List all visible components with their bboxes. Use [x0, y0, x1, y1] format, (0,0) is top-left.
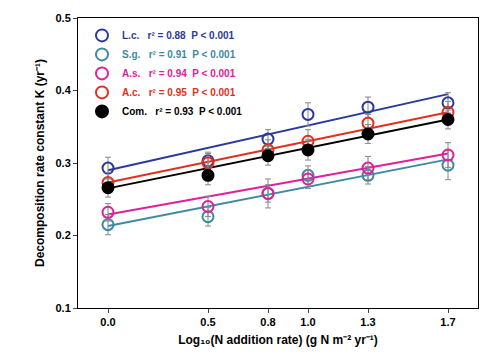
svg-text:0.5: 0.5: [200, 316, 215, 328]
svg-text:0.0: 0.0: [100, 316, 115, 328]
svg-text:Com. r² = 0.93 P < 0.001: Com. r² = 0.93 P < 0.001: [122, 106, 242, 117]
svg-text:0.3: 0.3: [56, 157, 71, 169]
svg-text:L.c. r² = 0.88 P < 0.001: L.c. r² = 0.88 P < 0.001: [122, 30, 235, 41]
svg-text:Log₁₀(N addition rate) (g N m⁻: Log₁₀(N addition rate) (g N m⁻² yr⁻¹): [178, 333, 378, 347]
svg-text:1.7: 1.7: [440, 316, 455, 328]
svg-text:0.5: 0.5: [56, 12, 71, 24]
svg-text:0.2: 0.2: [56, 229, 71, 241]
svg-text:Decomposition rate constant K: Decomposition rate constant K (yr⁻¹): [33, 59, 47, 267]
svg-text:0.8: 0.8: [260, 316, 275, 328]
svg-text:1.3: 1.3: [360, 316, 375, 328]
svg-text:A.s. r² = 0.94 P < 0.001: A.s. r² = 0.94 P < 0.001: [122, 68, 236, 79]
svg-text:0.4: 0.4: [56, 84, 72, 96]
svg-text:1.0: 1.0: [300, 316, 315, 328]
svg-text:0.1: 0.1: [56, 302, 71, 314]
svg-text:A.c. r² = 0.95 P < 0.001: A.c. r² = 0.95 P < 0.001: [122, 87, 236, 98]
svg-text:S.g. r² = 0.91 P < 0.001: S.g. r² = 0.91 P < 0.001: [122, 49, 236, 60]
